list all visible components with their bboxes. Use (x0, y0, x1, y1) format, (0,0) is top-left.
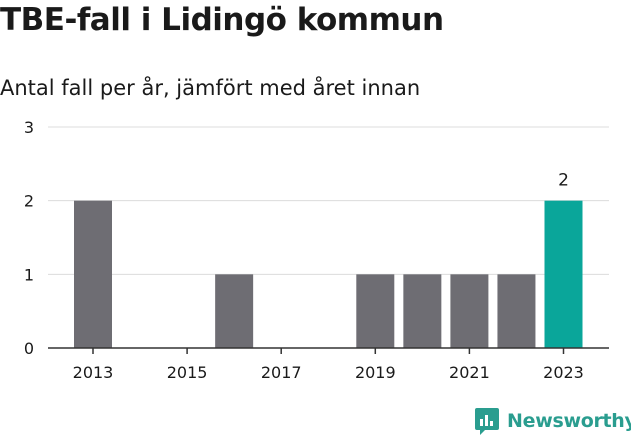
bar (497, 274, 536, 348)
y-tick-label: 0 (24, 339, 34, 358)
bar-chart: 0 1 2 3 2 2013 2015 2017 2019 2021 2023 (24, 118, 609, 382)
x-tick-label: 2023 (543, 363, 584, 382)
y-tick-label: 2 (24, 192, 34, 211)
bar (215, 274, 254, 348)
y-tick-label: 1 (24, 265, 34, 284)
bar (74, 200, 112, 348)
bar (450, 274, 489, 348)
chart-subtitle: Antal fall per år, jämfört med året inna… (0, 76, 421, 100)
x-tick-label: 2013 (73, 363, 114, 382)
y-tick-label: 3 (24, 118, 34, 137)
bar (403, 274, 442, 348)
bar (356, 274, 395, 348)
newsworthy-logo: Newsworthy (474, 406, 631, 436)
data-label: 2 (558, 171, 569, 191)
brand-name: Newsworthy (507, 410, 631, 432)
x-tick-label: 2021 (449, 363, 490, 382)
x-tick-label: 2019 (355, 363, 396, 382)
chart-title: TBE-fall i Lidingö kommun (0, 2, 444, 38)
newsworthy-logo-icon (475, 408, 499, 435)
x-tick-label: 2017 (261, 363, 302, 382)
x-tick-label: 2015 (167, 363, 208, 382)
bar-highlight (544, 200, 583, 348)
